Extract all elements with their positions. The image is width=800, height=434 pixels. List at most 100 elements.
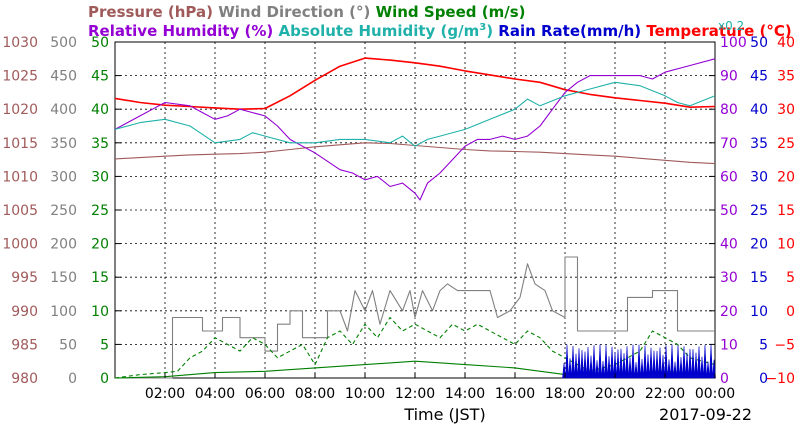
temperature-tick-label: 10 (777, 237, 795, 253)
pressure-tick-label: 1030 (2, 35, 38, 51)
wind_direction-tick-label: 50 (59, 337, 77, 353)
legend-entry: Relative Humidity (%) (88, 22, 273, 40)
rain_rate-tick-label: 15 (750, 270, 768, 286)
pressure-tick-label: 1025 (2, 69, 38, 85)
relative_humidity-tick-label: 90 (720, 69, 738, 85)
rain_rate-tick-label: 45 (750, 69, 768, 85)
legend-entry-suffix: ) (486, 22, 493, 40)
x-axis-label: Time (JST) (403, 405, 485, 424)
temperature-tick-label: 5 (786, 270, 795, 286)
pressure-tick-label: 980 (11, 371, 38, 387)
wind_direction-tick-label: 300 (50, 169, 77, 185)
wind_speed-tick-label: 5 (100, 337, 109, 353)
series-wind-speed-m-s (114, 316, 716, 379)
scale-note: x0.2 (718, 19, 744, 33)
relative_humidity-tick-label: 20 (720, 304, 738, 320)
legend-entry-superscript: 3 (479, 22, 486, 33)
temperature-tick-label: 40 (777, 35, 795, 51)
left-axes: 1030102510201015101010051000995990985980… (2, 35, 715, 387)
wind_speed-tick-label: 25 (91, 203, 109, 219)
series-wind-direction (115, 256, 715, 379)
wind_speed-tick-label: 20 (91, 237, 109, 253)
wind_direction-tick-label: 250 (50, 203, 77, 219)
relative_humidity-tick-label: 10 (720, 337, 738, 353)
x-tick-label: 02:00 (145, 386, 185, 402)
series-group (114, 57, 716, 379)
series-absolute-humidity-g-m3 (114, 81, 716, 147)
legend-entry: Absolute Humidity (g/m (273, 22, 479, 40)
pressure-tick-label: 1015 (2, 136, 38, 152)
temperature-tick-label: 20 (777, 169, 795, 185)
temperature-tick-label: 35 (777, 69, 795, 85)
series-rain-rate (562, 344, 716, 379)
wind_direction-tick-label: 0 (68, 371, 77, 387)
temperature-tick-label: 15 (777, 203, 795, 219)
wind_speed-tick-label: 30 (91, 169, 109, 185)
relative_humidity-tick-label: 80 (720, 102, 738, 118)
series-relative-humidity (114, 58, 716, 201)
wind_speed-tick-label: 15 (91, 270, 109, 286)
legend-entry: Temperature (°C) (641, 22, 792, 40)
rain_rate-tick-label: 30 (750, 169, 768, 185)
wind_direction-tick-label: 450 (50, 69, 77, 85)
rain_rate-tick-label: 25 (750, 203, 768, 219)
legend-entry: Rain Rate(mm/h) (493, 22, 641, 40)
temperature-tick-label: −5 (774, 337, 795, 353)
wind_speed-tick-label: 10 (91, 304, 109, 320)
x-tick-label: 18:00 (545, 386, 585, 402)
wind_direction-tick-label: 350 (50, 136, 77, 152)
x-tick-label: 08:00 (295, 386, 335, 402)
wind_speed-tick-label: 35 (91, 136, 109, 152)
rain_rate-tick-label: 40 (750, 102, 768, 118)
rain_rate-tick-label: 35 (750, 136, 768, 152)
legend-entry: Wind Direction (°) (213, 3, 370, 21)
wind_direction-tick-label: 150 (50, 270, 77, 286)
x-tick-label: 22:00 (645, 386, 685, 402)
rain_rate-tick-label: 50 (750, 35, 768, 51)
temperature-tick-label: −10 (765, 371, 795, 387)
pressure-tick-label: 1010 (2, 169, 38, 185)
temperature-tick-label: 30 (777, 102, 795, 118)
wind_direction-tick-label: 400 (50, 102, 77, 118)
x-tick-label: 06:00 (245, 386, 285, 402)
pressure-tick-label: 995 (11, 270, 38, 286)
legend: Pressure (hPa) Wind Direction (°) Wind S… (88, 3, 792, 40)
relative_humidity-tick-label: 70 (720, 136, 738, 152)
relative_humidity-tick-label: 40 (720, 237, 738, 253)
relative_humidity-tick-label: 100 (720, 35, 747, 51)
pressure-tick-label: 1005 (2, 203, 38, 219)
wind_speed-tick-label: 40 (91, 102, 109, 118)
relative_humidity-tick-label: 30 (720, 270, 738, 286)
x-tick-label: 12:00 (395, 386, 435, 402)
rain_rate-tick-label: 20 (750, 237, 768, 253)
relative_humidity-tick-label: 50 (720, 203, 738, 219)
wind_direction-tick-label: 500 (50, 35, 77, 51)
x-tick-label: 10:00 (345, 386, 385, 402)
x-tick-label: 00:00 (695, 386, 735, 402)
pressure-tick-label: 990 (11, 304, 38, 320)
legend-row: Pressure (hPa) Wind Direction (°) Wind S… (88, 3, 526, 21)
rain_rate-tick-label: 5 (759, 337, 768, 353)
relative_humidity-tick-label: 60 (720, 169, 738, 185)
temperature-tick-label: 25 (777, 136, 795, 152)
right-axes: 1009080706050403020100504540353025201510… (720, 35, 795, 387)
wind_speed-tick-label: 0 (100, 371, 109, 387)
relative_humidity-tick-label: 0 (720, 371, 729, 387)
wind_direction-tick-label: 100 (50, 304, 77, 320)
x-tick-label: 16:00 (495, 386, 535, 402)
rain_rate-tick-label: 0 (759, 371, 768, 387)
pressure-tick-label: 1000 (2, 237, 38, 253)
legend-row: Relative Humidity (%) Absolute Humidity … (88, 22, 792, 40)
date-label: 2017-09-22 (659, 405, 752, 424)
x-tick-label: 20:00 (595, 386, 635, 402)
rain_rate-tick-label: 10 (750, 304, 768, 320)
legend-entry: Pressure (hPa) (88, 3, 213, 21)
series-temperature-c (114, 57, 716, 110)
pressure-tick-label: 985 (11, 337, 38, 353)
wind_direction-tick-label: 200 (50, 237, 77, 253)
wind_speed-tick-label: 45 (91, 69, 109, 85)
x-tick-label: 04:00 (195, 386, 235, 402)
x-axis: 02:00 04:00 06:00 08:00 10:00 12:00 14:00 16:00… (145, 373, 735, 402)
wind_speed-tick-label: 50 (91, 35, 109, 51)
